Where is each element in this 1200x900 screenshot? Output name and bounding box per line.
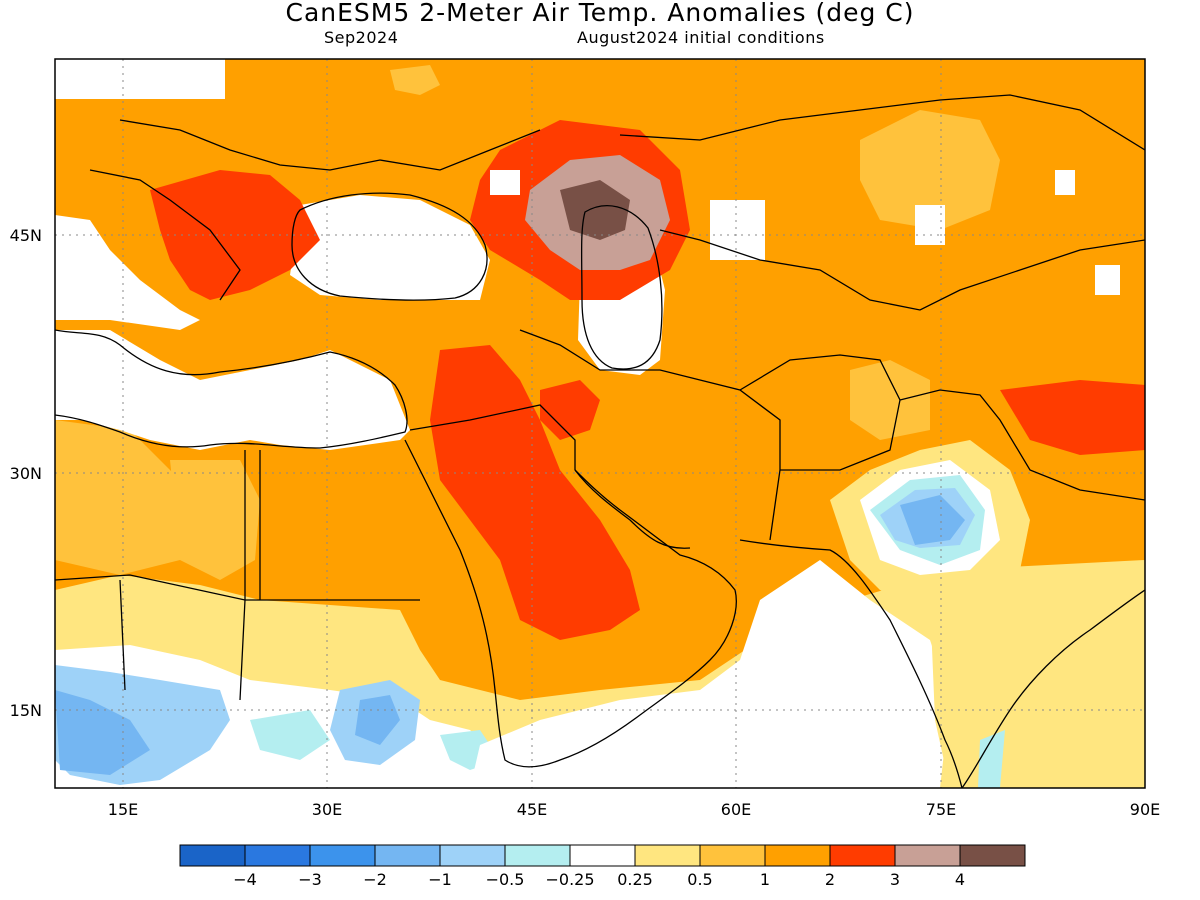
colorbar-label: 1 bbox=[760, 870, 770, 889]
anomaly-neutral-arabian-sea bbox=[470, 560, 950, 788]
anomaly-cold-west-africa bbox=[55, 690, 150, 775]
anomaly-warm-baltic bbox=[390, 65, 440, 95]
map-frame bbox=[54, 58, 1146, 789]
valid-month-label: Sep2024 bbox=[324, 28, 399, 47]
colorbar-swatch bbox=[309, 844, 376, 867]
coastlines-and-borders bbox=[55, 94, 1145, 788]
colorbar-label: 0.5 bbox=[687, 870, 712, 889]
anomaly-hot-arabia bbox=[430, 345, 640, 640]
anomaly-cold-sudan bbox=[355, 695, 400, 745]
lon-tick-60e: 60E bbox=[721, 800, 751, 819]
masked-cell-scandinavia bbox=[55, 59, 225, 99]
lon-tick-15e: 15E bbox=[108, 800, 138, 819]
anomaly-cold-north-india bbox=[900, 495, 965, 545]
map-title: CanESM5 2-Meter Air Temp. Anomalies (deg… bbox=[285, 0, 915, 27]
border-afghanistan-pakistan bbox=[739, 354, 901, 471]
anomaly-field bbox=[55, 59, 1145, 788]
lon-tick-30e: 30E bbox=[312, 800, 342, 819]
gridlines bbox=[55, 59, 1145, 788]
lon-tick-90e: 90E bbox=[1130, 800, 1160, 819]
colorbar-swatch bbox=[634, 844, 701, 867]
lat-tick-45n: 45N bbox=[10, 226, 42, 245]
border-sahel bbox=[55, 574, 420, 601]
anomaly-hot-tibet bbox=[1000, 380, 1145, 455]
black-sea-coastline bbox=[291, 192, 488, 301]
lon-tick-45e: 45E bbox=[517, 800, 547, 819]
colorbar-swatch bbox=[374, 844, 441, 867]
initial-conditions-label: August2024 initial conditions bbox=[577, 28, 825, 47]
lon-tick-75e: 75E bbox=[926, 800, 956, 819]
caspian-sea-coastline bbox=[580, 205, 663, 370]
border-iran bbox=[519, 329, 781, 541]
masked-cell-aral bbox=[710, 200, 765, 260]
border-egypt-libya bbox=[244, 450, 261, 600]
anomaly-extreme-hot-lower-volga bbox=[560, 180, 630, 240]
lat-tick-30n: 30N bbox=[10, 464, 42, 483]
border-chad-niger bbox=[119, 579, 246, 701]
masked-cell-balkhash bbox=[915, 205, 945, 245]
anomaly-warm-kazakhstan bbox=[860, 110, 1000, 230]
colorbar-label: −0.25 bbox=[545, 870, 594, 889]
anomaly-warm-libya-west bbox=[55, 420, 200, 575]
colorbar-label: 2 bbox=[825, 870, 835, 889]
border-india-tibet bbox=[899, 389, 1145, 501]
anomaly-slight-cool-sri-lanka-coast bbox=[978, 730, 1005, 788]
india-west-coastline bbox=[739, 539, 963, 788]
persian-gulf-coastline bbox=[574, 469, 691, 549]
lat-tick-labels: 15N 30N 45N bbox=[10, 226, 42, 720]
anomaly-weak-warm-south-india bbox=[930, 600, 1040, 788]
colorbar-label: −2 bbox=[363, 870, 387, 889]
india-east-coastline bbox=[961, 589, 1145, 788]
red-sea-arabia-coastline bbox=[404, 439, 737, 768]
colorbar-label: 0.25 bbox=[617, 870, 653, 889]
colorbar-swatch bbox=[894, 844, 961, 867]
colorbar-swatch bbox=[179, 844, 246, 867]
colorbar-swatch bbox=[829, 844, 896, 867]
anomaly-neutral-black-sea bbox=[290, 195, 490, 300]
colorbar-swatch bbox=[699, 844, 766, 867]
masked-cell-lake bbox=[1095, 265, 1120, 295]
colorbar-swatch bbox=[569, 844, 636, 867]
anomaly-warm-libya-east bbox=[170, 460, 260, 580]
colorbar-swatch bbox=[959, 844, 1026, 867]
border-russia-kazakhstan bbox=[619, 94, 1145, 151]
colorbar-swatch bbox=[439, 844, 506, 867]
colorbar-label: −4 bbox=[233, 870, 257, 889]
masked-cell-northeast bbox=[1055, 170, 1075, 195]
anomaly-slight-cool-chad bbox=[250, 710, 330, 760]
colorbar-label: 4 bbox=[955, 870, 965, 889]
colorbar-label: −0.5 bbox=[486, 870, 525, 889]
masked-cell-russia bbox=[490, 170, 520, 195]
border-europe bbox=[119, 119, 541, 171]
anomaly-neutral-mediterranean bbox=[55, 330, 410, 450]
colorbar-label: 3 bbox=[890, 870, 900, 889]
lat-tick-15n: 15N bbox=[10, 701, 42, 720]
colorbar-swatch bbox=[244, 844, 311, 867]
anomaly-warm-pakistan bbox=[850, 360, 930, 440]
lon-tick-labels: 15E 30E 45E 60E 75E 90E bbox=[108, 800, 1160, 819]
colorbar-label: −3 bbox=[298, 870, 322, 889]
colorbar-swatch bbox=[504, 844, 571, 867]
colorbar-label: −1 bbox=[428, 870, 452, 889]
border-central-asia bbox=[659, 229, 1145, 311]
border-central-europe bbox=[89, 169, 241, 301]
border-jordan-iraq bbox=[409, 404, 576, 470]
colorbar: −4 −3 −2 −1 −0.5 −0.25 0.25 0.5 1 2 3 4 bbox=[179, 844, 1026, 889]
anomaly-hot-iraq bbox=[540, 380, 600, 440]
anomaly-hot-balkans bbox=[150, 170, 320, 300]
anomaly-neutral-italy bbox=[55, 215, 200, 330]
colorbar-swatch bbox=[764, 844, 831, 867]
mediterranean-coastline bbox=[55, 329, 408, 449]
